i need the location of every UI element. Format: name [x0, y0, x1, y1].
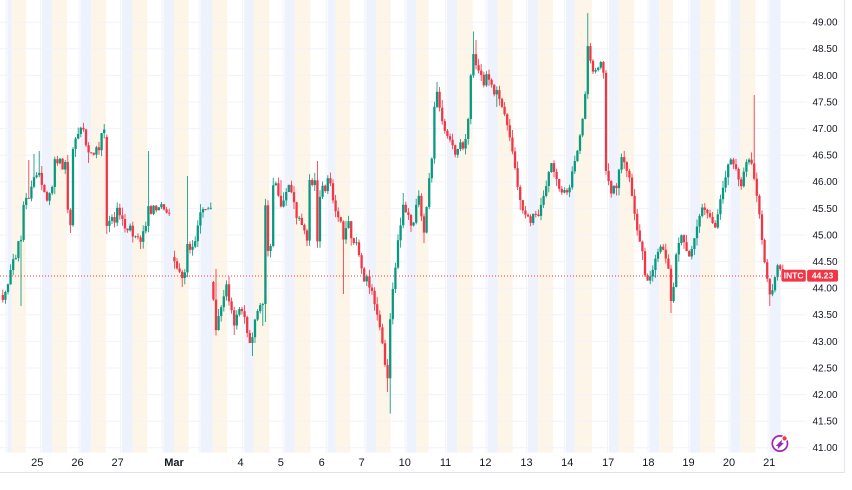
- svg-text:42.50: 42.50: [813, 363, 838, 374]
- svg-text:46.00: 46.00: [813, 177, 838, 188]
- svg-text:47.00: 47.00: [813, 124, 838, 135]
- svg-text:25: 25: [31, 457, 43, 469]
- svg-text:41.50: 41.50: [813, 417, 838, 428]
- svg-text:44.50: 44.50: [813, 257, 838, 268]
- svg-text:13: 13: [520, 457, 532, 469]
- svg-text:19: 19: [682, 457, 694, 469]
- svg-text:14: 14: [561, 457, 573, 469]
- svg-text:21: 21: [763, 457, 775, 469]
- svg-text:26: 26: [71, 457, 83, 469]
- svg-text:44.00: 44.00: [813, 284, 838, 295]
- svg-text:11: 11: [440, 457, 451, 469]
- svg-text:27: 27: [111, 457, 123, 469]
- svg-text:Mar: Mar: [164, 457, 184, 469]
- svg-text:7: 7: [359, 457, 365, 469]
- svg-text:47.50: 47.50: [813, 97, 838, 108]
- svg-text:44.23: 44.23: [812, 271, 834, 281]
- svg-text:INTC: INTC: [784, 271, 804, 281]
- svg-text:20: 20: [723, 457, 735, 469]
- svg-text:42.00: 42.00: [813, 390, 838, 401]
- svg-text:5: 5: [278, 457, 284, 469]
- svg-text:4: 4: [237, 457, 243, 469]
- svg-text:45.50: 45.50: [813, 204, 838, 215]
- svg-text:41.00: 41.00: [813, 443, 838, 454]
- svg-text:12: 12: [479, 457, 491, 469]
- svg-text:43.50: 43.50: [813, 310, 838, 321]
- svg-text:48.00: 48.00: [813, 71, 838, 82]
- svg-text:43.00: 43.00: [813, 337, 838, 348]
- svg-text:49.00: 49.00: [813, 18, 838, 29]
- svg-text:48.50: 48.50: [813, 44, 838, 55]
- svg-text:17: 17: [602, 457, 614, 469]
- svg-text:45.00: 45.00: [813, 230, 838, 241]
- svg-text:18: 18: [642, 457, 654, 469]
- svg-text:6: 6: [319, 457, 325, 469]
- svg-text:46.50: 46.50: [813, 151, 838, 162]
- svg-text:10: 10: [399, 457, 411, 469]
